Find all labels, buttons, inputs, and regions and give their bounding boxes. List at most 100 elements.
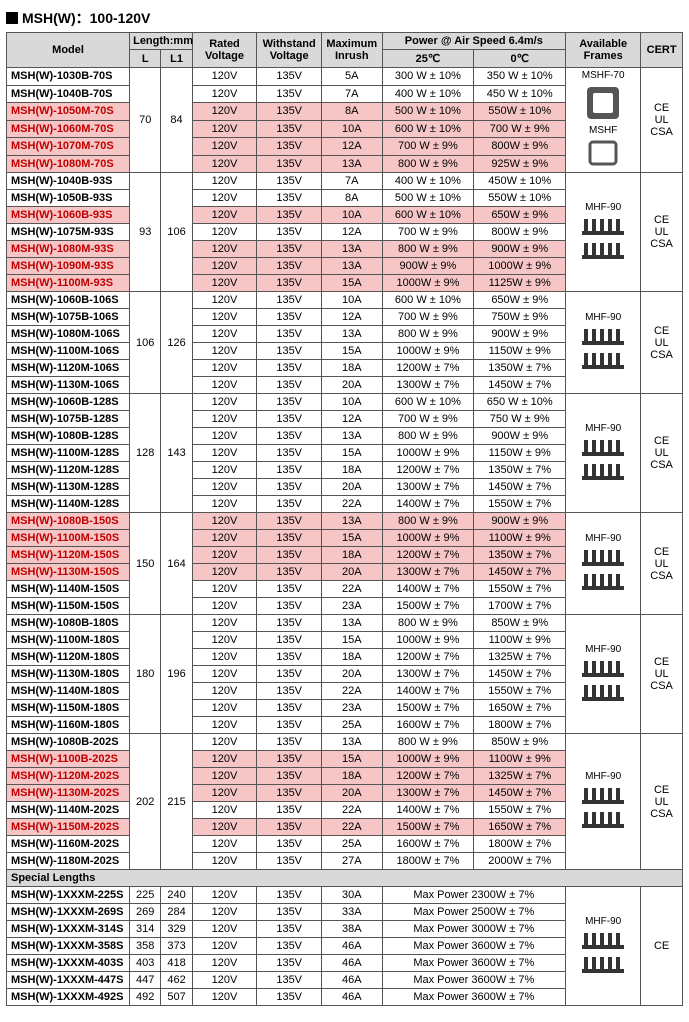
- max-inrush: 20A: [322, 564, 383, 581]
- withstand-voltage: 135V: [257, 190, 322, 207]
- rated-voltage: 120V: [192, 207, 257, 224]
- length-l: 358: [130, 938, 161, 955]
- model-cell: MSH(W)-1130M-128S: [7, 479, 130, 496]
- withstand-voltage: 135V: [257, 717, 322, 734]
- withstand-voltage: 135V: [257, 445, 322, 462]
- power-0c: 700 W ± 9%: [474, 120, 566, 138]
- max-inrush: 13A: [322, 241, 383, 258]
- model-cell: MSH(W)-1080B-180S: [7, 615, 130, 632]
- max-inrush: 20A: [322, 666, 383, 683]
- max-inrush: 10A: [322, 292, 383, 309]
- model-cell: MSH(W)-1140M-128S: [7, 496, 130, 513]
- withstand-voltage: 135V: [257, 700, 322, 717]
- max-inrush: 15A: [322, 343, 383, 360]
- withstand-voltage: 135V: [257, 751, 322, 768]
- model-cell: MSH(W)-1060B-106S: [7, 292, 130, 309]
- withstand-voltage: 135V: [257, 120, 322, 138]
- length-l: 93: [130, 173, 161, 292]
- table-body: MSH(W)-1030B-70S7084120V135V5A300 W ± 10…: [7, 68, 683, 1006]
- power-25c: 1400W ± 7%: [382, 802, 474, 819]
- max-inrush: 13A: [322, 734, 383, 751]
- model-cell: MSH(W)-1060M-70S: [7, 120, 130, 138]
- max-inrush: 30A: [322, 887, 383, 904]
- model-cell: MSH(W)-1XXXM-358S: [7, 938, 130, 955]
- length-l: 106: [130, 292, 161, 394]
- withstand-voltage: 135V: [257, 343, 322, 360]
- table-head: Model Length:mm Rated Voltage Withstand …: [7, 33, 683, 68]
- model-cell: MSH(W)-1130M-202S: [7, 785, 130, 802]
- power-0c: 1550W ± 7%: [474, 581, 566, 598]
- rated-voltage: 120V: [192, 768, 257, 785]
- withstand-voltage: 135V: [257, 683, 322, 700]
- model-cell: MSH(W)-1075B-106S: [7, 309, 130, 326]
- length-l1: 126: [161, 292, 192, 394]
- rated-voltage: 120V: [192, 853, 257, 870]
- power-25c: 1000W ± 9%: [382, 275, 474, 292]
- cert-cell: CE UL CSA: [641, 513, 683, 615]
- rated-voltage: 120V: [192, 513, 257, 530]
- power-25c: 1200W ± 7%: [382, 547, 474, 564]
- max-inrush: 8A: [322, 190, 383, 207]
- model-cell: MSH(W)-1130M-150S: [7, 564, 130, 581]
- length-l1: 373: [161, 938, 192, 955]
- withstand-voltage: 135V: [257, 275, 322, 292]
- frame-cell: MHF-90: [566, 173, 641, 292]
- rated-voltage: 120V: [192, 68, 257, 86]
- rated-voltage: 120V: [192, 717, 257, 734]
- max-inrush: 7A: [322, 173, 383, 190]
- power-0c: 1100W ± 9%: [474, 632, 566, 649]
- rated-voltage: 120V: [192, 938, 257, 955]
- model-cell: MSH(W)-1050M-70S: [7, 103, 130, 121]
- table-row: MSH(W)-1080B-150S150164120V135V13A800 W …: [7, 513, 683, 530]
- rated-voltage: 120V: [192, 428, 257, 445]
- power-0c: 550W ± 10%: [474, 103, 566, 121]
- power-0c: 2000W ± 7%: [474, 853, 566, 870]
- power-25c: 600 W ± 10%: [382, 394, 474, 411]
- power-0c: 650W ± 9%: [474, 292, 566, 309]
- model-cell: MSH(W)-1030B-70S: [7, 68, 130, 86]
- frame-cell: MSHF-70MSHF: [566, 68, 641, 173]
- col-p0: 0℃: [474, 50, 566, 68]
- cert-cell: CE UL CSA: [641, 173, 683, 292]
- heatsink-icon: [569, 239, 637, 261]
- rated-voltage: 120V: [192, 258, 257, 275]
- rated-voltage: 120V: [192, 103, 257, 121]
- special-lengths-header: Special Lengths: [7, 870, 683, 887]
- power-0c: 1550W ± 7%: [474, 683, 566, 700]
- max-inrush: 22A: [322, 581, 383, 598]
- power-25c: 1300W ± 7%: [382, 479, 474, 496]
- power-0c: 850W ± 9%: [474, 734, 566, 751]
- power-25c: 1200W ± 7%: [382, 462, 474, 479]
- withstand-voltage: 135V: [257, 428, 322, 445]
- rated-voltage: 120V: [192, 734, 257, 751]
- power-25c: 300 W ± 10%: [382, 68, 474, 86]
- power-0c: 1800W ± 7%: [474, 836, 566, 853]
- rated-voltage: 120V: [192, 581, 257, 598]
- length-l1: 106: [161, 173, 192, 292]
- max-power: Max Power 3600W ± 7%: [382, 955, 566, 972]
- power-0c: 1150W ± 9%: [474, 445, 566, 462]
- max-inrush: 15A: [322, 530, 383, 547]
- model-cell: MSH(W)-1040B-70S: [7, 85, 130, 103]
- model-cell: MSH(W)-1120M-180S: [7, 649, 130, 666]
- withstand-voltage: 135V: [257, 904, 322, 921]
- rated-voltage: 120V: [192, 309, 257, 326]
- model-cell: MSH(W)-1100B-202S: [7, 751, 130, 768]
- power-0c: 1550W ± 7%: [474, 496, 566, 513]
- max-inrush: 20A: [322, 785, 383, 802]
- max-inrush: 10A: [322, 394, 383, 411]
- power-0c: 900W ± 9%: [474, 241, 566, 258]
- cert-cell: CE: [641, 887, 683, 1006]
- model-cell: MSH(W)-1080B-202S: [7, 734, 130, 751]
- frame-label: MSHF: [569, 125, 637, 136]
- frame-label: MHF-90: [569, 423, 637, 434]
- rated-voltage: 120V: [192, 564, 257, 581]
- heatsink-icon: [569, 681, 637, 703]
- rated-voltage: 120V: [192, 955, 257, 972]
- length-l1: 215: [161, 734, 192, 870]
- rated-voltage: 120V: [192, 547, 257, 564]
- max-inrush: 5A: [322, 68, 383, 86]
- model-cell: MSH(W)-1140M-180S: [7, 683, 130, 700]
- withstand-voltage: 135V: [257, 989, 322, 1006]
- table-row: MSH(W)-1030B-70S7084120V135V5A300 W ± 10…: [7, 68, 683, 86]
